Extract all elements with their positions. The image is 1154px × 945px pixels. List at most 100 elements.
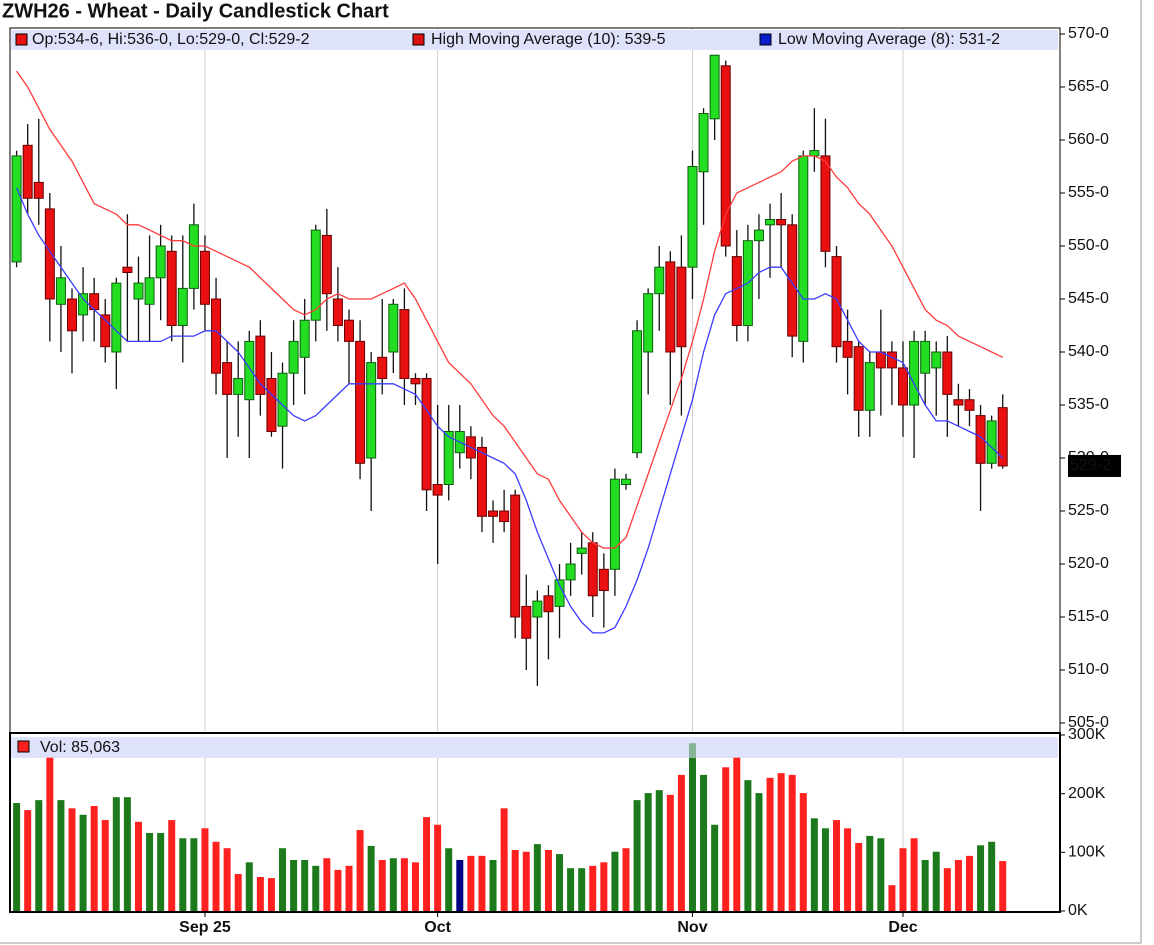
volume-bar <box>101 820 109 911</box>
candle-body <box>188 224 199 289</box>
candle-body <box>687 166 698 268</box>
overlay-layer: 505-0510-0515-0520-0525-0530-0535-0540-0… <box>15 25 1121 936</box>
volume-bar <box>123 797 131 911</box>
candle-body <box>443 431 454 485</box>
volume-bar <box>13 803 21 911</box>
volume-bar <box>35 800 43 911</box>
volume-bar <box>378 859 386 911</box>
volume-bar <box>411 862 419 911</box>
volume-bar <box>522 851 530 911</box>
candle-body <box>177 287 188 326</box>
legend-band-overlay <box>11 737 1058 758</box>
last-price-label: 529-2 <box>1070 457 1111 474</box>
legend-swatch <box>412 33 425 46</box>
y-tick-label: 570-0 <box>1068 25 1109 42</box>
volume-bar <box>910 838 918 911</box>
candle-body <box>853 346 864 411</box>
volume-bar <box>855 842 863 911</box>
volume-bar <box>445 848 453 911</box>
volume-bar <box>744 780 752 911</box>
volume-bar <box>511 849 519 911</box>
last-price-box <box>1068 454 1121 477</box>
candle-body <box>698 113 709 173</box>
candle-body <box>532 600 543 618</box>
candle-body <box>199 250 210 305</box>
volume-bar <box>267 878 275 911</box>
candle-body <box>366 362 377 459</box>
volume-bar <box>478 855 486 911</box>
volume-bar <box>57 800 65 911</box>
y-tick-label: 505-0 <box>1068 714 1109 731</box>
volume-bar <box>766 777 774 911</box>
candle-body <box>510 494 521 618</box>
candle-body <box>654 266 665 295</box>
chart-title: ZWH26 - Wheat - Daily Candlestick Chart <box>2 0 389 22</box>
volume-bar <box>777 773 785 911</box>
volume-bar <box>323 858 331 911</box>
candle-body <box>931 351 942 369</box>
y-tick-label: 520-0 <box>1068 555 1109 572</box>
y-tick-label: 545-0 <box>1068 290 1109 307</box>
volume-bar <box>633 800 641 911</box>
legend-swatch <box>759 33 772 46</box>
candle-body <box>155 245 166 279</box>
volume-bar <box>622 848 630 911</box>
y-tick-label: 565-0 <box>1068 78 1109 95</box>
y-tick-label: 300K <box>1068 726 1106 743</box>
volume-bar <box>24 810 32 911</box>
volume-bar <box>733 757 741 911</box>
candle-body <box>543 595 554 613</box>
candle-body <box>609 478 620 570</box>
legend-label: High Moving Average (10): 539-5 <box>431 31 666 48</box>
volume-bar <box>700 774 708 911</box>
volume-bar <box>600 862 608 911</box>
candle-body <box>731 256 742 327</box>
volume-bar <box>899 848 907 911</box>
volume-bar <box>810 818 818 911</box>
volume-bar <box>256 876 264 911</box>
candle-body <box>621 478 631 486</box>
candle-body <box>920 340 931 374</box>
candle-body <box>676 266 687 348</box>
volume-bar <box>544 849 552 911</box>
moving-average-line <box>16 187 1004 634</box>
volume-bar <box>334 869 342 911</box>
volume-bar <box>245 862 253 911</box>
candle-body <box>643 293 654 353</box>
volume-bar <box>821 828 829 911</box>
volume-bar <box>888 885 896 911</box>
candle-body <box>809 150 820 157</box>
x-tick-label: Nov <box>677 919 707 936</box>
volume-bar <box>356 830 364 911</box>
volume-bar <box>799 793 807 911</box>
candle-body <box>399 309 410 380</box>
candle-body <box>587 542 598 597</box>
x-tick-label: Sep 25 <box>179 919 231 936</box>
volume-bar <box>489 859 497 911</box>
candle-body <box>765 219 776 226</box>
candle-body <box>22 144 33 199</box>
volume-bar <box>290 859 298 911</box>
volume-bar <box>367 845 375 911</box>
volume-bar <box>134 821 142 911</box>
candle-body <box>67 298 77 332</box>
volume-bar <box>345 865 353 911</box>
candle-body <box>255 335 266 395</box>
volume-bar <box>168 820 176 911</box>
candle-body <box>410 378 421 385</box>
x-tick-label: Dec <box>888 919 917 936</box>
candle-body <box>244 340 255 401</box>
volume-bar <box>212 841 220 911</box>
y-tick-label: 560-0 <box>1068 131 1109 148</box>
volume-bar <box>500 808 508 911</box>
candle-body <box>33 181 44 199</box>
candle-body <box>565 563 576 581</box>
y-tick-label: 555-0 <box>1068 184 1109 201</box>
candle-body <box>332 298 343 326</box>
volume-bar <box>943 868 951 911</box>
candle-body <box>55 277 66 305</box>
volume-bar <box>932 851 940 911</box>
candle-body <box>499 510 510 523</box>
volume-bar <box>190 838 198 911</box>
